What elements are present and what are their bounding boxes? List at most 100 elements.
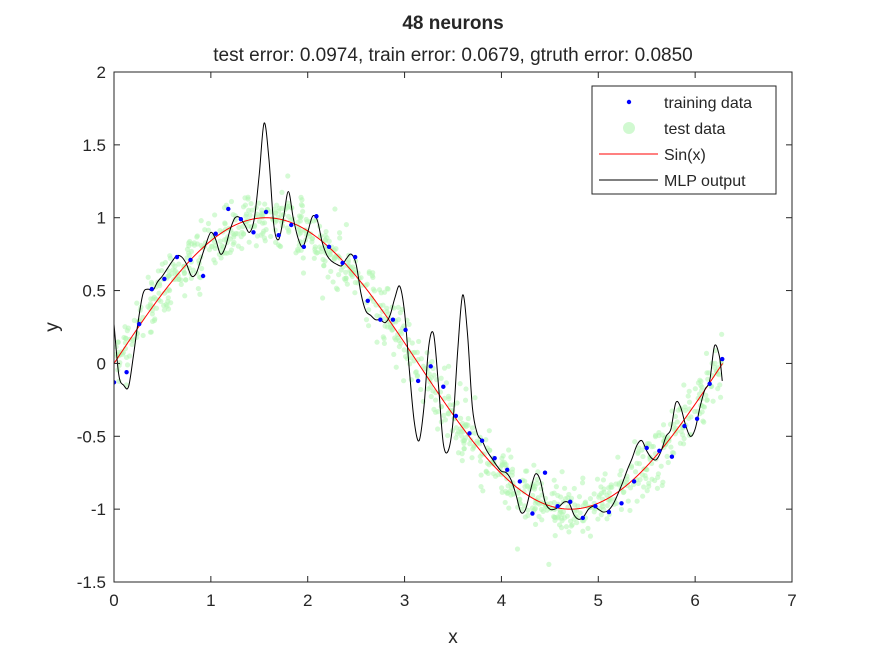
test-point	[178, 281, 184, 287]
test-point	[396, 343, 402, 350]
test-point	[641, 484, 647, 490]
test-point	[699, 384, 705, 390]
test-point	[300, 270, 307, 276]
x-tick-label: 7	[787, 591, 796, 610]
test-point	[322, 258, 328, 264]
test-point	[579, 480, 586, 486]
test-point	[408, 377, 414, 383]
training-point	[619, 501, 624, 506]
test-point	[327, 251, 333, 257]
training-point	[428, 364, 433, 369]
test-point	[498, 485, 505, 491]
test-point	[236, 224, 242, 231]
test-point	[551, 514, 557, 520]
training-point	[326, 244, 332, 250]
test-point	[176, 261, 182, 267]
test-point	[703, 392, 709, 398]
test-point	[660, 479, 666, 485]
test-point	[393, 337, 399, 343]
test-point	[167, 287, 173, 294]
test-point	[387, 321, 393, 327]
test-point	[147, 301, 153, 307]
x-tick-label: 1	[206, 591, 215, 610]
test-point	[159, 268, 165, 274]
test-point	[716, 372, 722, 378]
test-point	[618, 467, 624, 474]
test-point	[522, 478, 528, 484]
test-point	[531, 484, 537, 491]
test-point	[567, 518, 574, 524]
x-tick-label: 5	[594, 591, 603, 610]
test-point	[585, 525, 591, 531]
test-point	[401, 323, 407, 329]
test-point	[256, 200, 262, 206]
y-tick-label: -1	[91, 500, 106, 519]
test-point	[420, 363, 426, 369]
training-point	[568, 499, 573, 505]
test-point	[395, 304, 401, 310]
test-point	[652, 451, 658, 457]
test-point	[385, 311, 391, 317]
training-point	[403, 327, 408, 333]
test-point	[600, 477, 607, 483]
test-point	[384, 305, 390, 311]
test-point	[276, 205, 282, 211]
test-point	[124, 362, 131, 368]
test-point	[596, 494, 602, 500]
test-point	[598, 512, 604, 518]
test-point	[559, 515, 565, 521]
test-point	[642, 466, 648, 472]
test-point	[182, 293, 188, 299]
test-point	[248, 200, 254, 207]
test-point	[300, 208, 306, 215]
test-point	[186, 240, 192, 246]
test-point	[563, 524, 569, 530]
test-point	[686, 388, 692, 394]
test-point	[502, 499, 508, 506]
test-point	[125, 325, 131, 331]
test-point	[343, 221, 349, 228]
test-point	[131, 336, 137, 342]
test-point	[461, 437, 468, 443]
test-point	[459, 433, 465, 439]
test-point	[268, 233, 274, 240]
test-point	[286, 229, 292, 235]
test-point	[352, 290, 358, 296]
test-point	[165, 306, 172, 312]
test-point	[686, 399, 693, 405]
test-point	[478, 483, 484, 490]
test-point	[594, 476, 601, 482]
test-point	[416, 338, 422, 345]
test-point	[188, 248, 194, 255]
test-point	[555, 514, 561, 520]
test-point	[443, 380, 450, 386]
test-point	[418, 386, 424, 393]
test-point	[198, 218, 204, 224]
training-point	[453, 413, 459, 419]
test-point	[336, 272, 342, 278]
test-point	[608, 482, 614, 488]
training-point	[136, 321, 142, 327]
test-point	[407, 361, 413, 367]
test-point	[509, 469, 515, 475]
test-point	[571, 485, 577, 492]
test-point	[323, 228, 329, 235]
test-point	[299, 203, 306, 209]
training-point	[340, 260, 345, 266]
test-point	[577, 510, 583, 516]
test-point	[536, 513, 542, 520]
test-point	[652, 432, 659, 438]
test-point	[156, 290, 162, 296]
test-point	[717, 394, 724, 400]
training-point	[289, 222, 294, 228]
test-point	[377, 303, 383, 309]
test-point	[532, 521, 539, 527]
test-point	[352, 267, 358, 273]
training-point	[263, 209, 269, 215]
test-point	[615, 454, 621, 460]
test-point	[331, 254, 337, 260]
test-point	[428, 375, 435, 381]
test-point	[438, 375, 444, 381]
training-point	[114, 380, 117, 385]
test-point	[343, 269, 349, 275]
